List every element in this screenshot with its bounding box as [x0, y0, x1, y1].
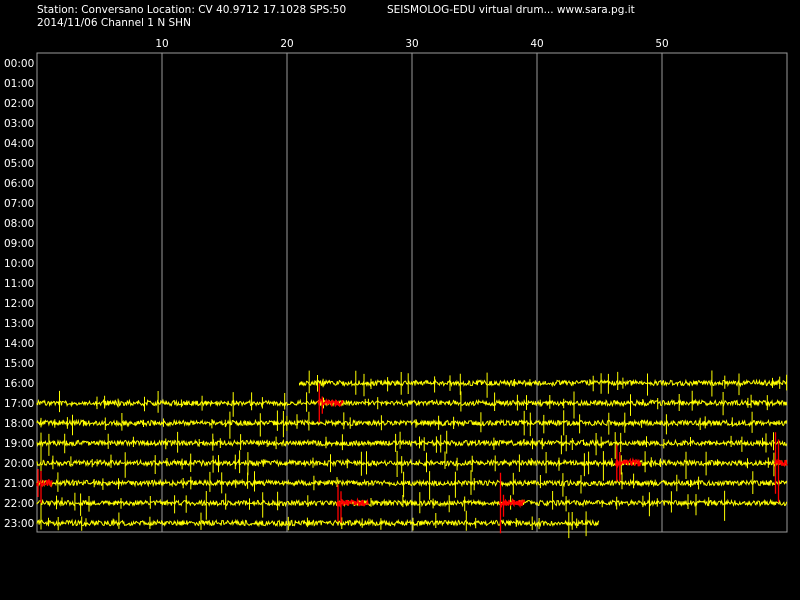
y-tick-label-7: 07:00: [4, 198, 34, 210]
event-markers: [36, 383, 788, 534]
trace-hour-23: [36, 510, 600, 539]
y-tick-label-22: 22:00: [4, 498, 34, 510]
date-channel-label: 2014/11/06 Channel 1 N SHN: [37, 17, 191, 29]
y-tick-label-19: 19:00: [4, 438, 34, 450]
trace-hour-20: [36, 450, 788, 481]
trace-hour-16: [299, 370, 788, 398]
station-info-label: Station: Conversano Location: CV 40.9712…: [37, 4, 347, 16]
app-title-label: SEISMOLOG-EDU virtual drum... www.sara.p…: [387, 4, 635, 16]
trace-hour-22: [36, 490, 788, 521]
y-tick-label-10: 10:00: [4, 258, 34, 270]
y-tick-label-5: 05:00: [4, 158, 34, 170]
event-marker-0: [317, 383, 344, 423]
trace-hour-21: [36, 470, 788, 500]
y-tick-label-15: 15:00: [4, 358, 34, 370]
y-tick-label-6: 06:00: [4, 178, 34, 190]
grid-lines: [161, 53, 663, 532]
y-tick-label-14: 14:00: [4, 338, 34, 350]
x-tick-labels: 10 20 30 40 50: [155, 38, 668, 50]
y-tick-label-2: 02:00: [4, 98, 34, 110]
y-tick-label-17: 17:00: [4, 398, 34, 410]
x-tick-label-10: 10: [155, 38, 168, 50]
event-marker-5: [498, 472, 526, 534]
y-tick-label-0: 00:00: [4, 58, 34, 70]
event-marker-3: [36, 469, 53, 504]
y-tick-label-8: 08:00: [4, 218, 34, 230]
y-tick-label-18: 18:00: [4, 418, 34, 430]
y-tick-labels: 00:00 01:00 02:00 03:00 04:00 05:00 06:00 07:00…: [4, 58, 34, 530]
trace-hour-19: [36, 430, 788, 459]
trace-hour-18: [36, 410, 788, 439]
x-tick-label-50: 50: [655, 38, 668, 50]
x-tick-label-40: 40: [530, 38, 543, 50]
y-tick-label-16: 16:00: [4, 378, 34, 390]
x-tick-label-20: 20: [280, 38, 293, 50]
y-tick-label-3: 03:00: [4, 118, 34, 130]
x-tick-label-30: 30: [405, 38, 418, 50]
event-marker-4: [336, 484, 369, 523]
y-tick-label-12: 12:00: [4, 298, 34, 310]
y-tick-label-1: 01:00: [4, 78, 34, 90]
event-marker-1: [615, 444, 642, 482]
y-tick-label-21: 21:00: [4, 478, 34, 490]
y-tick-label-9: 09:00: [4, 238, 34, 250]
y-tick-label-23: 23:00: [4, 518, 34, 530]
y-tick-label-20: 20:00: [4, 458, 34, 470]
y-tick-label-11: 11:00: [4, 278, 34, 290]
y-tick-label-13: 13:00: [4, 318, 34, 330]
seismic-traces: [36, 370, 788, 539]
event-marker-2: [773, 432, 788, 503]
y-tick-label-4: 04:00: [4, 138, 34, 150]
trace-hour-17: [36, 390, 788, 419]
